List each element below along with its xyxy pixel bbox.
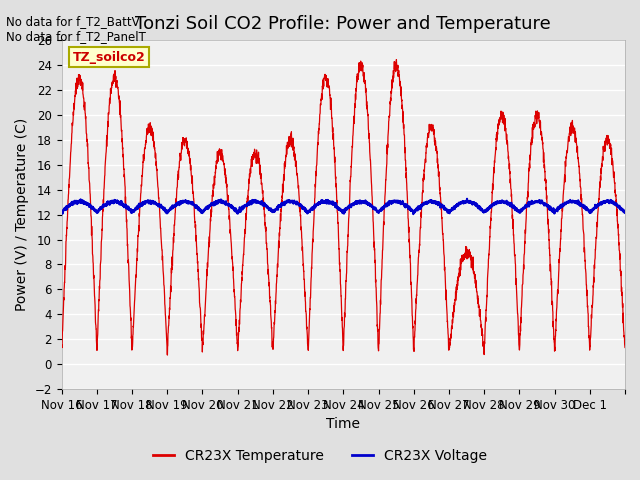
Legend: CR23X Temperature, CR23X Voltage: CR23X Temperature, CR23X Voltage — [148, 443, 492, 468]
Y-axis label: Power (V) / Temperature (C): Power (V) / Temperature (C) — [15, 118, 29, 311]
Text: No data for f_T2_PanelT: No data for f_T2_PanelT — [6, 30, 147, 43]
Text: TZ_soilco2: TZ_soilco2 — [73, 50, 146, 63]
Title: Tonzi Soil CO2 Profile: Power and Temperature: Tonzi Soil CO2 Profile: Power and Temper… — [136, 15, 551, 33]
Text: No data for f_T2_BattV: No data for f_T2_BattV — [6, 15, 140, 28]
X-axis label: Time: Time — [326, 418, 360, 432]
